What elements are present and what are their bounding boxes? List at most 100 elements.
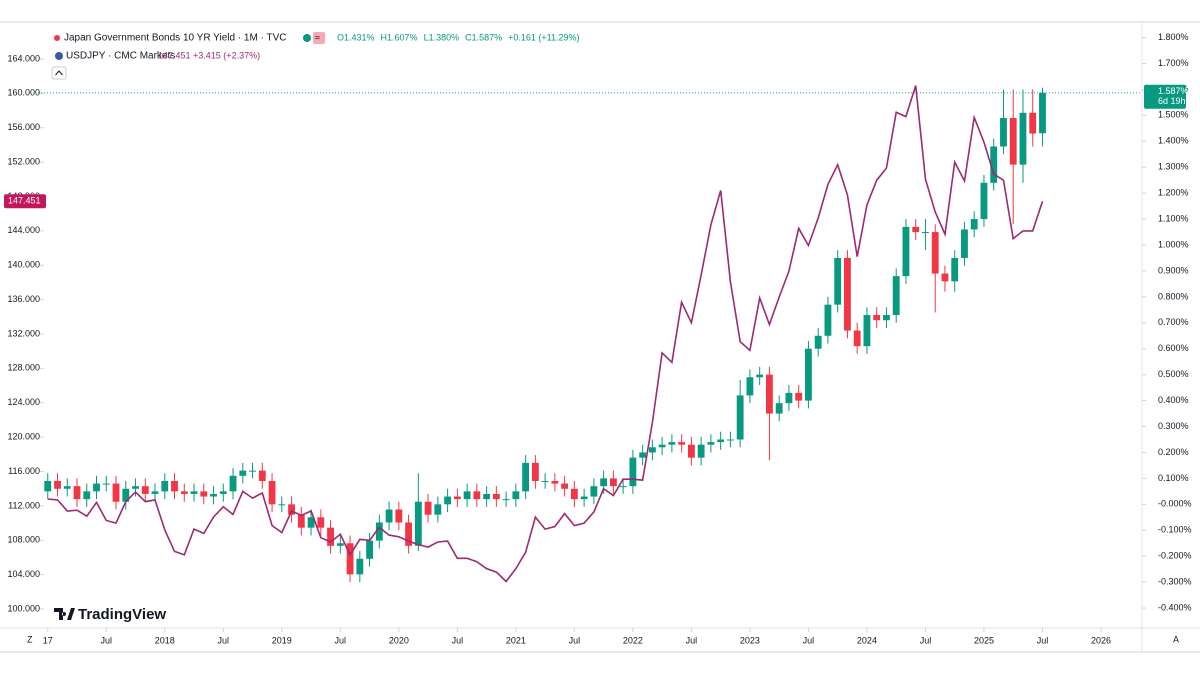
x-tick-label: 2019 xyxy=(272,635,292,645)
candle-body xyxy=(1000,117,1007,147)
y-tick-label: 112.000 xyxy=(8,500,40,510)
y2-tick-label: 0.200% xyxy=(1158,447,1189,457)
y2-tick-label: -0.300% xyxy=(1158,576,1192,586)
candle-body xyxy=(190,491,198,494)
candle-body xyxy=(619,486,627,488)
y-tick-label: 160.000 xyxy=(7,88,40,98)
candle-body xyxy=(1009,117,1017,165)
candle-body xyxy=(102,483,110,485)
candle-body xyxy=(239,470,247,476)
series-dot xyxy=(54,35,60,41)
candle-body xyxy=(648,447,656,453)
legend-name-0: Japan Government Bonds 10 YR Yield · 1M … xyxy=(64,33,287,44)
y2-tick-label: 0.700% xyxy=(1158,317,1189,327)
candle-body xyxy=(512,491,520,500)
candle-body xyxy=(707,442,715,445)
y-tick-label: 152.000 xyxy=(7,156,40,166)
candle-body xyxy=(180,491,188,494)
candle-body xyxy=(580,496,588,500)
y2-tick-label: 1.100% xyxy=(1158,213,1189,223)
collapse-glyph xyxy=(55,70,63,76)
candle-body xyxy=(590,486,598,497)
legend-readout: C1.587% xyxy=(465,32,502,42)
candle-body xyxy=(63,486,71,489)
candle-body xyxy=(453,496,461,500)
candle-body xyxy=(756,374,764,378)
candle-body xyxy=(951,257,959,282)
y-tick-label: 164.000 xyxy=(7,53,40,63)
x-tick-label: 2023 xyxy=(740,635,760,645)
candle-body xyxy=(73,486,81,500)
candle-body xyxy=(736,395,744,440)
y2-tick-label: -0.100% xyxy=(1158,525,1192,535)
candle-body xyxy=(522,462,530,492)
candle-body xyxy=(54,480,61,489)
candle-body xyxy=(697,444,705,458)
candle-body xyxy=(93,483,100,492)
candle-body xyxy=(775,403,783,414)
scale-mode-left[interactable]: Z xyxy=(27,634,33,644)
candle-body xyxy=(44,480,52,492)
candle-body xyxy=(444,496,452,505)
candle-body xyxy=(980,182,988,220)
candle-body xyxy=(327,527,334,546)
x-tick-label: Jul xyxy=(920,635,932,645)
x-tick-label: Jul xyxy=(452,635,464,645)
candle-body xyxy=(132,486,139,489)
y2-tick-label: 1.700% xyxy=(1158,58,1189,68)
line-series xyxy=(47,85,1044,583)
candle-body xyxy=(356,558,364,575)
candle-body xyxy=(288,504,295,515)
candle-body xyxy=(551,480,559,484)
y2-tick-label: 1.400% xyxy=(1158,136,1189,146)
candle-body xyxy=(902,226,910,277)
collapse-button[interactable] xyxy=(51,66,67,80)
candle-body xyxy=(863,315,871,347)
y2-tick-label: 0.600% xyxy=(1158,343,1189,353)
candle-body xyxy=(161,480,169,492)
candle-body xyxy=(317,517,325,528)
candle-body xyxy=(424,501,432,515)
last-price-tag xyxy=(1144,84,1186,109)
candle-body xyxy=(531,462,539,481)
candle-body xyxy=(961,229,968,258)
y2-tick-label: 1.300% xyxy=(1158,162,1189,172)
candle-body xyxy=(873,315,881,321)
candle-body xyxy=(570,488,578,500)
last-price-label: 1.587% xyxy=(1158,86,1189,96)
candle-body xyxy=(1039,92,1046,134)
candle-body xyxy=(83,491,91,500)
last-value-tag xyxy=(4,194,46,209)
candle-body xyxy=(687,444,695,458)
x-tick-label: 2020 xyxy=(389,635,409,645)
last-value-label: 147.451 xyxy=(8,196,41,206)
candle-body xyxy=(639,452,647,458)
candle-body xyxy=(278,504,286,506)
candle-body xyxy=(844,257,851,331)
y2-tick-label: 1.800% xyxy=(1158,32,1189,42)
y2-tick-label: 0.500% xyxy=(1158,369,1189,379)
icon-compare[interactable] xyxy=(313,32,325,44)
y2-tick-label: 1.200% xyxy=(1158,188,1189,198)
y-tick-label: 136.000 xyxy=(7,294,40,304)
scale-mode-right[interactable]: A xyxy=(1173,634,1179,644)
candle-body xyxy=(463,491,471,500)
candle-body xyxy=(483,493,491,500)
x-tick-label: Jul xyxy=(218,635,230,645)
y2-tick-label: 0.300% xyxy=(1158,421,1189,431)
candle-body xyxy=(834,257,842,305)
icon-green[interactable] xyxy=(303,34,311,42)
candle-body xyxy=(795,392,803,401)
candle-body xyxy=(717,439,725,443)
y-tick-label: 100.000 xyxy=(7,603,40,613)
candle-body xyxy=(200,491,208,497)
flag-icon xyxy=(55,52,63,60)
y-tick-label: 140.000 xyxy=(7,260,40,270)
x-tick-label: 2018 xyxy=(155,635,175,645)
x-tick-label: 2022 xyxy=(623,635,643,645)
candle-body xyxy=(931,232,939,274)
candle-body xyxy=(805,348,812,401)
y2-tick-label: -0.200% xyxy=(1158,551,1192,561)
candle-body xyxy=(941,273,949,282)
